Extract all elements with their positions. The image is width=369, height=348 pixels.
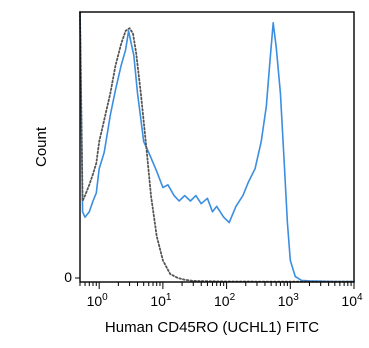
series-line-solid	[79, 11, 354, 283]
plot-frame	[79, 11, 355, 283]
plot-lines	[79, 11, 355, 283]
x-tick-label: 100	[87, 292, 109, 309]
x-tick-label: 102	[214, 292, 236, 309]
y-tick-label: 0	[64, 269, 72, 285]
series-line-dotted	[79, 11, 355, 283]
x-tick-label: 101	[150, 292, 172, 309]
x-tick-label: 103	[278, 292, 300, 309]
y-axis-ticks: 0	[64, 269, 80, 285]
x-axis-ticks: 100 101 102 103 104	[79, 282, 363, 309]
y-axis-title: Count	[33, 126, 50, 167]
x-tick-label: 104	[341, 292, 363, 309]
x-axis-title: Human CD45RO (UCHL1) FITC	[105, 319, 319, 336]
